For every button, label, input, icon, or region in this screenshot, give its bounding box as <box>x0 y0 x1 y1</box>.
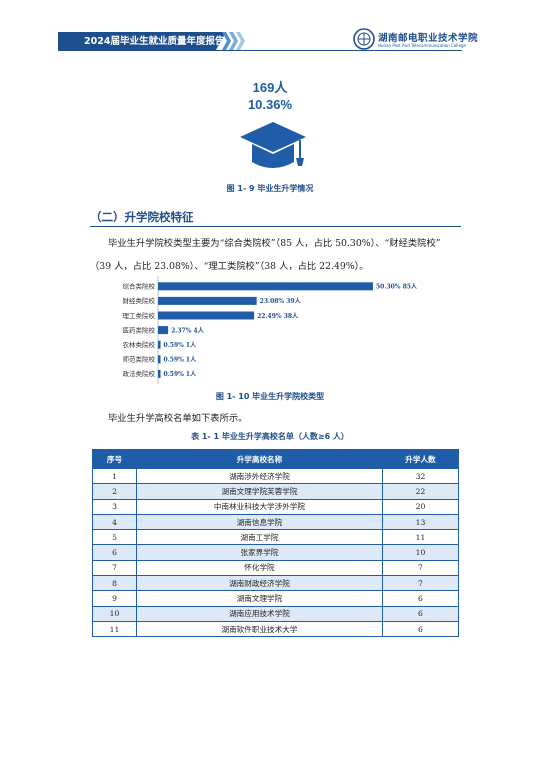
bar <box>158 340 161 349</box>
bar-data-label: 23.08% 39人 <box>260 297 302 305</box>
category-tick-label: 农林类院校 <box>123 340 156 349</box>
table-row: 10 湖南应用技术学院 6 <box>92 605 460 622</box>
table-row: 4 湖南信息学院 13 <box>92 513 460 531</box>
table-row: 3 中南林业科技大学涉外学院 20 <box>92 498 460 515</box>
school-name-cn: 湖南邮电职业技术学院 <box>378 33 479 44</box>
section-title: （二）升学院校特征 <box>90 210 194 224</box>
table-cell: 湖南信息学院 <box>136 513 383 531</box>
table-row: 1 湖南涉外经济学院 32 <box>92 467 460 485</box>
table-cell: 湖南文理学院 <box>136 590 383 607</box>
table-cell: 20 <box>381 498 460 515</box>
table-cell: 湖南软件职业技术大学 <box>136 620 383 638</box>
section-rule <box>90 226 461 227</box>
bar-data-label: 22.49% 38人 <box>257 312 299 320</box>
table-cell: 6 <box>381 605 460 622</box>
table-cell: 6 <box>381 590 460 607</box>
table-row: 8 湖南财政经济学院 7 <box>92 575 460 592</box>
further-study-percent: 10.36% <box>247 97 293 112</box>
table-cell: 4 <box>92 513 137 531</box>
table-row: 7 怀化学院 7 <box>92 559 460 577</box>
header-rule <box>58 50 462 51</box>
paragraph-line: 毕业生升学院校类型主要为“综合类院校”（85 人，占比 50.30%）、“财经类… <box>108 238 441 249</box>
graduation-cap-icon <box>240 122 306 168</box>
column-header: 序号 <box>92 449 137 469</box>
table-row: 11 湖南软件职业技术大学 6 <box>92 620 460 638</box>
header-banner <box>58 32 226 50</box>
bar <box>158 311 255 320</box>
bar-data-label: 0.59% 1人 <box>164 370 198 378</box>
column-header: 升学高校名称 <box>136 449 383 469</box>
figure-caption: 图 1- 10 毕业生升学院校类型 <box>215 392 325 401</box>
table-cell: 11 <box>381 529 460 546</box>
table-cell: 13 <box>381 513 460 531</box>
category-tick-label: 理工类院校 <box>123 311 156 320</box>
table-cell: 中南林业科技大学涉外学院 <box>136 498 383 515</box>
table-cell: 9 <box>92 590 137 607</box>
report-title: 2024届毕业生就业质量年度报告 <box>84 36 225 47</box>
table-row: 9 湖南文理学院 6 <box>92 590 460 607</box>
bar-data-label: 0.59% 1人 <box>164 341 198 349</box>
bar <box>158 326 169 335</box>
school-logo-icon <box>353 28 375 50</box>
category-tick-label: 财经类院校 <box>123 296 156 305</box>
bar <box>158 355 161 364</box>
table-cell: 10 <box>92 605 137 622</box>
table-cell: 1 <box>92 467 137 485</box>
table-cell: 7 <box>92 559 137 577</box>
table-cell: 8 <box>92 575 137 592</box>
table-row: 2 湖南文理学院芙蓉学院 22 <box>92 483 460 500</box>
table-title: 表 1- 1 毕业生升学高校名单（人数≥6 人） <box>191 432 349 441</box>
table-cell: 11 <box>92 620 137 638</box>
bar-data-label: 50.30% 85人 <box>376 283 418 291</box>
figure-caption: 图 1- 9 毕业生升学情况 <box>226 184 314 193</box>
table-cell: 7 <box>381 559 460 577</box>
table-cell: 6 <box>92 544 137 561</box>
bar <box>158 369 161 378</box>
column-header: 升学人数 <box>381 449 460 469</box>
table-cell: 张家界学院 <box>136 544 383 561</box>
bar <box>158 296 257 305</box>
table-cell: 湖南应用技术学院 <box>136 605 383 622</box>
category-tick-label: 政法类院校 <box>123 369 156 378</box>
school-name-en: Hunan Post And Telecommunication College <box>378 43 466 48</box>
table-cell: 湖南涉外经济学院 <box>136 467 383 485</box>
table-cell: 怀化学院 <box>136 559 383 577</box>
table-cell: 湖南财政经济学院 <box>136 575 383 592</box>
table-cell: 湖南工学院 <box>136 529 383 546</box>
bar-data-label: 2.37% 4人 <box>171 326 205 334</box>
page-header: 2024届毕业生就业质量年度报告 湖南邮电职业技术学院 Hunan Post A… <box>0 0 540 52</box>
table-cell: 湖南文理学院芙蓉学院 <box>136 483 383 500</box>
table-intro: 毕业生升学高校名单如下表所示。 <box>108 413 248 424</box>
table-row: 6 张家界学院 10 <box>92 544 460 561</box>
category-tick-label: 师范类院校 <box>123 355 156 364</box>
table-cell: 7 <box>381 575 460 592</box>
category-tick-label: 综合类院校 <box>123 282 156 291</box>
table-cell: 2 <box>92 483 137 500</box>
table-cell: 3 <box>92 498 137 515</box>
table-cell: 6 <box>381 620 460 638</box>
bar-data-label: 0.59% 1人 <box>164 356 198 364</box>
further-study-count: 169人 <box>252 80 288 95</box>
paragraph-line: （39 人，占比 23.08%）、“理工类院校”（38 人，占比 22.49%）… <box>90 261 369 272</box>
schools-table: 序号 升学高校名称 升学人数 1 湖南涉外经济学院 32 2 湖南文理学院芙蓉学院 22… <box>92 449 460 638</box>
table-header-row: 序号 升学高校名称 升学人数 <box>92 449 460 469</box>
category-tick-label: 医药类院校 <box>123 325 156 334</box>
table-row: 5 湖南工学院 11 <box>92 529 460 546</box>
table-cell: 5 <box>92 529 137 546</box>
bar <box>158 282 373 291</box>
table-cell: 10 <box>381 544 460 561</box>
table-cell: 32 <box>381 467 460 485</box>
table-cell: 22 <box>381 483 460 500</box>
